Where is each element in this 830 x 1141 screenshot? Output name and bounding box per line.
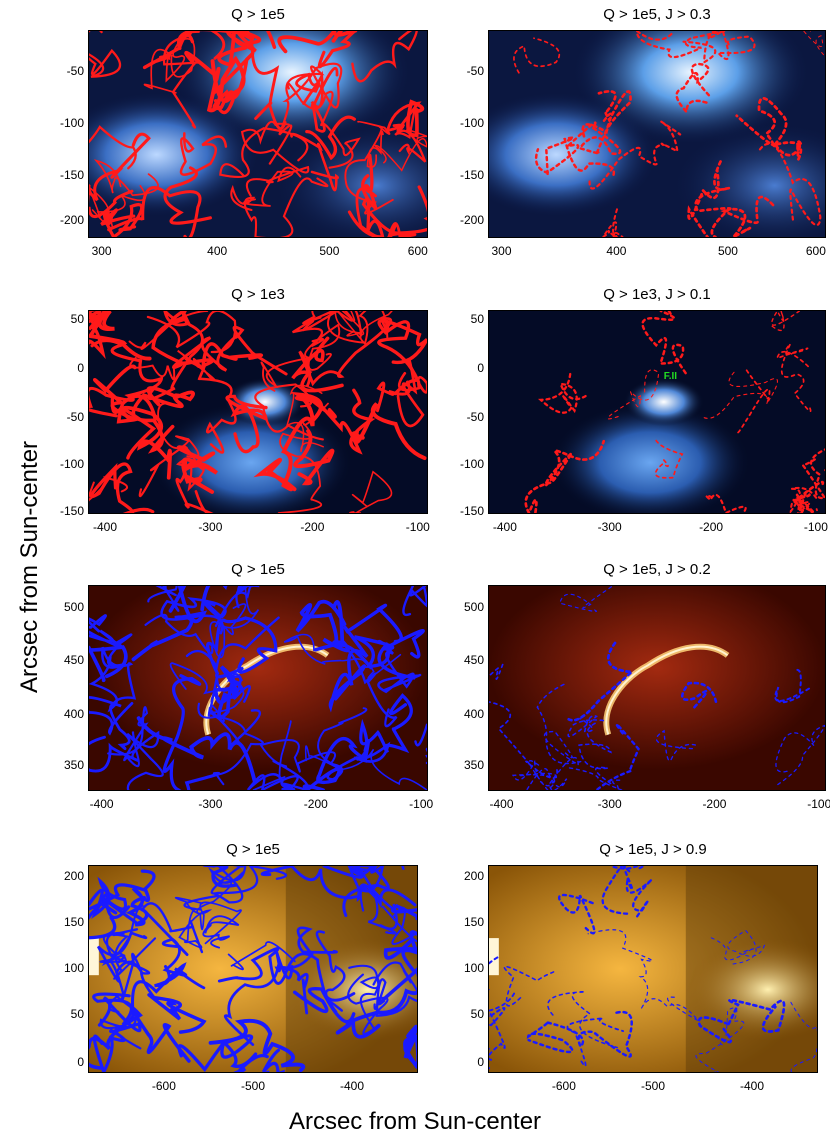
y-tick-label: 0	[77, 361, 84, 376]
y-tick-label: -50	[466, 410, 484, 425]
y-tick-label: -100	[459, 457, 484, 472]
image-with-contours	[89, 866, 417, 1072]
x-tick-label: 300	[91, 244, 112, 258]
x-tick-label: -300	[198, 520, 223, 534]
y-tick-label: 450	[63, 653, 84, 668]
x-tick-label: -500	[240, 1079, 266, 1093]
image-with-contours	[489, 311, 825, 513]
y-tick-label: 200	[463, 869, 484, 884]
y-tick-label: 50	[470, 1006, 484, 1021]
y-tick-label: -150	[59, 167, 84, 182]
y-tick-label: 50	[470, 312, 484, 327]
panel-title: Q > 1e5	[226, 841, 280, 858]
x-axis-label: Arcsec from Sun-center	[288, 1108, 542, 1135]
y-tick-label: 350	[463, 758, 484, 773]
image-with-contours	[489, 31, 825, 237]
x-tick-label: 500	[319, 244, 340, 258]
y-tick-label: 150	[63, 915, 84, 930]
y-tick-label: -200	[459, 213, 484, 228]
x-tick-label: 600	[805, 244, 826, 258]
y-tick-label: 150	[463, 915, 484, 930]
y-tick-label: 100	[463, 961, 484, 975]
y-tick-label: 50	[70, 312, 84, 327]
y-tick-label: 0	[77, 1054, 84, 1069]
observation-image	[88, 865, 418, 1073]
y-axis-label: Arcsec from Sun-center	[16, 440, 43, 694]
observation-image	[88, 585, 428, 791]
y-tick-label: -150	[59, 503, 84, 518]
x-tick-label: -100	[807, 797, 830, 811]
y-tick-label: -200	[59, 213, 84, 228]
x-tick-label: -200	[702, 797, 727, 811]
x-tick-label: -200	[303, 797, 328, 811]
x-tick-label: -300	[597, 520, 622, 534]
observation-image	[488, 30, 826, 238]
y-tick-label: 200	[63, 869, 84, 884]
observation-image	[88, 310, 428, 514]
x-tick-label: -200	[300, 520, 325, 534]
image-with-contours	[89, 311, 427, 513]
x-tick-label: 600	[407, 244, 428, 258]
y-tick-label: 400	[63, 706, 84, 721]
x-tick-label: 400	[207, 244, 228, 258]
feature-annotation: F.II	[663, 371, 678, 383]
y-tick-label: 500	[463, 599, 484, 614]
y-tick-label: -100	[59, 457, 84, 472]
image-with-contours	[489, 586, 825, 790]
y-tick-label: -50	[466, 63, 484, 78]
x-tick-label: -600	[551, 1079, 576, 1093]
panel-title: Q > 1e3	[231, 286, 285, 303]
x-tick-label: 300	[491, 244, 512, 258]
x-tick-label: -500	[640, 1079, 666, 1093]
x-tick-label: -400	[489, 797, 514, 811]
image-with-contours	[89, 586, 427, 790]
x-tick-label: -400	[492, 520, 517, 534]
y-tick-label: -50	[66, 410, 84, 425]
x-tick-label: -300	[597, 797, 622, 811]
y-tick-label: 500	[63, 599, 84, 614]
y-tick-label: -100	[459, 115, 484, 130]
y-tick-label: 0	[477, 361, 484, 376]
x-tick-label: -400	[89, 797, 114, 811]
y-tick-label: 50	[70, 1006, 84, 1021]
y-tick-label: 100	[63, 961, 84, 975]
x-tick-label: -400	[739, 1079, 765, 1093]
x-tick-label: -100	[409, 797, 434, 811]
y-tick-label: 350	[63, 758, 84, 773]
x-tick-label: -400	[92, 520, 118, 534]
x-tick-label: -300	[198, 797, 223, 811]
panel-title: Q > 1e3, J > 0.1	[603, 286, 711, 303]
x-tick-label: -200	[699, 520, 724, 534]
panel-title: Q > 1e5	[231, 6, 285, 23]
panel-title: Q > 1e5, J > 0.2	[603, 561, 711, 578]
x-tick-label: 500	[717, 244, 738, 258]
x-tick-label: -100	[803, 520, 828, 534]
x-tick-label: -100	[405, 520, 430, 534]
y-tick-label: 400	[463, 706, 484, 721]
panel-title: Q > 1e5, J > 0.3	[603, 6, 711, 23]
panel-title: Q > 1e5, J > 0.9	[599, 841, 707, 858]
x-tick-label: 400	[606, 244, 627, 258]
observation-image	[88, 30, 428, 238]
y-tick-label: -50	[66, 63, 84, 78]
y-tick-label: 0	[477, 1054, 484, 1069]
observation-image	[488, 310, 826, 514]
x-tick-label: -600	[151, 1079, 176, 1093]
x-tick-label: -400	[339, 1079, 365, 1093]
y-tick-label: -150	[459, 167, 484, 182]
image-with-contours	[489, 866, 817, 1072]
y-tick-label: 450	[463, 653, 484, 668]
panel-title: Q > 1e5	[231, 561, 285, 578]
y-tick-label: -150	[459, 503, 484, 518]
image-with-contours	[89, 31, 427, 237]
observation-image	[488, 585, 826, 791]
y-tick-label: -100	[59, 115, 84, 130]
observation-image	[488, 865, 818, 1073]
